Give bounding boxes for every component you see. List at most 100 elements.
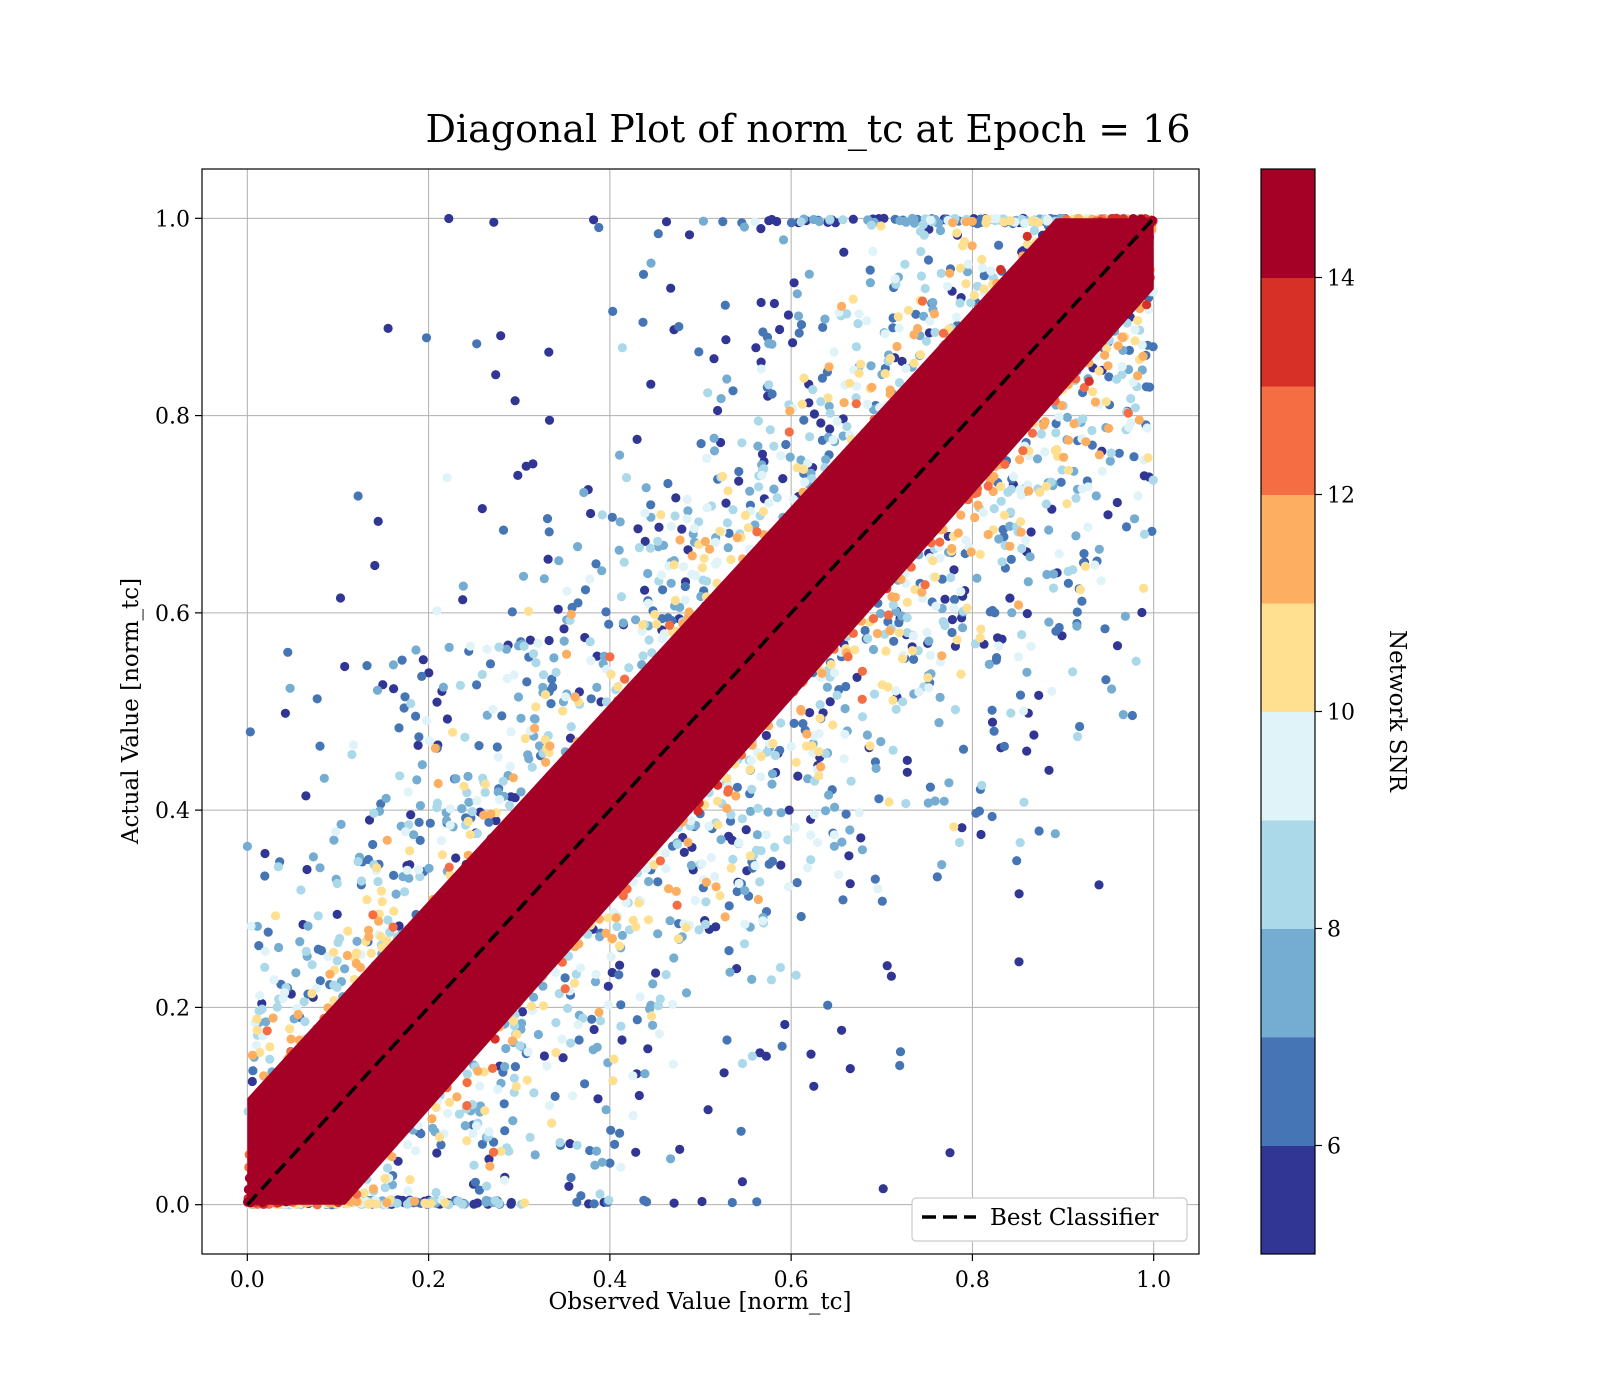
scatter-point [814, 747, 824, 757]
scatter-point [373, 516, 383, 527]
scatter-point [302, 864, 312, 875]
scatter-point [528, 459, 538, 469]
scatter-point [479, 810, 489, 820]
scatter-point [722, 518, 733, 528]
scatter-point [902, 755, 912, 766]
scatter-point [816, 418, 826, 428]
scatter-point [680, 581, 690, 592]
scatter-point [604, 1195, 614, 1205]
scatter-point [796, 911, 806, 922]
scatter-point [1094, 880, 1104, 890]
scatter-point [747, 974, 757, 985]
scatter-point [645, 543, 656, 553]
scatter-point [833, 870, 844, 880]
scatter-point [546, 699, 556, 709]
scatter-point [975, 549, 985, 560]
scatter-point [505, 761, 515, 772]
scatter-point [1072, 621, 1082, 631]
scatter-point [329, 835, 339, 845]
scatter-point [616, 592, 627, 602]
scatter-point [251, 1040, 261, 1050]
scatter-point [902, 613, 912, 623]
scatter-point [415, 801, 425, 811]
scatter-point [716, 835, 726, 845]
scatter-point [832, 416, 842, 427]
scatter-point [496, 1146, 506, 1156]
scatter-point [1148, 342, 1158, 352]
scatter-point [949, 822, 959, 832]
scatter-point [409, 1196, 420, 1206]
scatter-point [809, 409, 820, 419]
scatter-point [776, 860, 786, 870]
scatter-point [931, 601, 941, 611]
scatter-point [897, 356, 907, 366]
scatter-point [756, 846, 766, 856]
scatter-point [666, 578, 676, 588]
scatter-point [547, 674, 557, 684]
scatter-point [528, 649, 539, 659]
scatter-point [260, 946, 270, 957]
scatter-point [930, 572, 940, 582]
scatter-point [764, 216, 774, 226]
scatter-point [315, 863, 325, 873]
scatter-point [1112, 641, 1123, 651]
scatter-point [709, 433, 719, 443]
scatter-point [682, 494, 692, 504]
scatter-point [436, 835, 446, 846]
scatter-point [432, 606, 442, 616]
scatter-point [374, 916, 384, 926]
scatter-point [285, 1024, 295, 1034]
scatter-point [366, 948, 376, 958]
scatter-point [562, 649, 572, 659]
scatter-point [614, 941, 625, 951]
scatter-point [945, 268, 955, 278]
scatter-point [737, 438, 747, 448]
scatter-point [994, 534, 1004, 544]
scatter-point [821, 806, 831, 816]
scatter-point [399, 703, 409, 713]
scatter-point [715, 526, 725, 536]
scatter-point [525, 635, 536, 645]
scatter-point [605, 652, 615, 662]
scatter-point [368, 839, 378, 850]
scatter-point [570, 692, 580, 702]
scatter-point [469, 1199, 479, 1209]
scatter-point [523, 1047, 533, 1057]
scatter-point [750, 861, 760, 871]
scatter-point [837, 1025, 847, 1035]
scatter-point [295, 937, 305, 947]
scatter-point [961, 279, 971, 289]
scatter-point [343, 926, 353, 936]
scatter-point [1148, 475, 1158, 485]
scatter-point [460, 732, 470, 742]
scatter-point [1118, 710, 1128, 720]
scatter-point [560, 973, 570, 983]
scatter-point [331, 827, 341, 837]
scatter-point [646, 500, 656, 510]
scatter-point [732, 782, 743, 792]
scatter-point [561, 692, 571, 702]
scatter-point [484, 1154, 494, 1164]
scatter-point [1023, 577, 1033, 587]
scatter-point [573, 598, 583, 608]
scatter-point [728, 505, 738, 515]
scatter-point [518, 571, 529, 581]
scatter-point [683, 506, 693, 516]
scatter-point [531, 658, 541, 668]
scatter-point [489, 217, 499, 227]
scatter-point [606, 952, 616, 962]
scatter-point [427, 1114, 437, 1124]
scatter-point [852, 672, 862, 683]
scatter-point [616, 1162, 626, 1172]
scatter-point [510, 396, 520, 406]
scatter-point [586, 656, 596, 666]
scatter-point [1133, 491, 1143, 501]
scatter-point [428, 1123, 438, 1133]
scatter-point [871, 763, 881, 774]
scatter-point [987, 717, 998, 727]
scatter-point [752, 527, 762, 537]
scatter-point [544, 748, 554, 758]
scatter-point [728, 386, 738, 396]
scatter-point [684, 607, 694, 617]
